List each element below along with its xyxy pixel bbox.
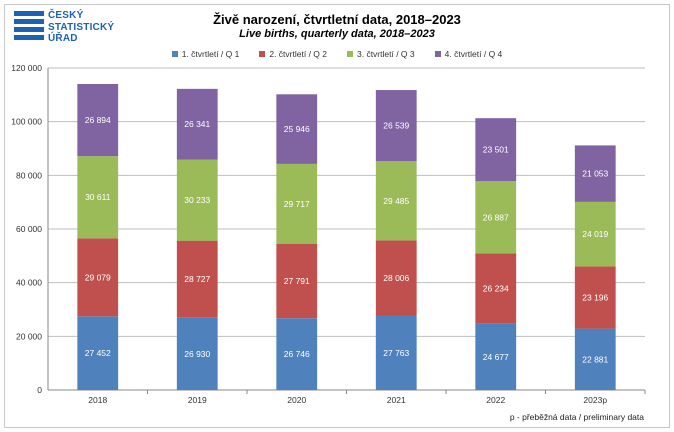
data-label: 21 053 (582, 169, 608, 179)
legend-swatch (171, 51, 178, 57)
bar-segment (475, 253, 517, 324)
bar-segment (77, 238, 119, 317)
data-label: 26 746 (284, 349, 310, 359)
legend-item-q1: 1. čtvrtletí / Q 1 (171, 49, 240, 59)
data-label: 22 881 (582, 354, 608, 364)
data-label: 27 452 (85, 348, 111, 358)
bar-segment (574, 201, 616, 267)
bar-segment (276, 94, 318, 164)
data-label: 28 006 (383, 273, 409, 283)
x-tick-label: 2021 (387, 395, 406, 405)
data-label: 29 079 (85, 272, 111, 282)
data-label: 24 019 (582, 229, 608, 239)
x-tick-label: 2020 (287, 395, 306, 405)
bar-segment (77, 316, 119, 390)
data-label: 24 677 (483, 352, 509, 362)
legend-item-q4: 4. čtvrtletí / Q 4 (434, 49, 503, 59)
bar-segment (176, 240, 218, 318)
logo-bar (14, 27, 44, 32)
logo-line: ÚŘAD (48, 33, 78, 44)
data-label: 26 894 (85, 115, 111, 125)
legend-label: 1. čtvrtletí / Q 1 (181, 49, 240, 59)
bar-segment (276, 318, 318, 390)
chart-subtitle: Live births, quarterly data, 2018–2023 (239, 28, 435, 40)
bar-segment (375, 90, 417, 162)
data-label: 26 341 (184, 119, 210, 129)
data-label: 23 196 (582, 292, 608, 302)
logo-bar (14, 11, 44, 16)
y-tick-label: 60 000 (16, 224, 42, 234)
data-label: 26 539 (383, 121, 409, 131)
data-label: 26 887 (483, 212, 509, 222)
bar-segment (276, 243, 318, 319)
data-label: 26 234 (483, 284, 509, 294)
data-label: 23 501 (483, 145, 509, 155)
data-label: 27 763 (383, 348, 409, 358)
legend-item-q2: 2. čtvrtletí / Q 2 (259, 49, 327, 59)
logo-line: STATISTICKÝ (48, 21, 115, 33)
x-tick-label: 2023p (583, 395, 607, 405)
footnote: p - přeběžná data / preliminary data (509, 412, 644, 422)
data-label: 29 717 (284, 199, 310, 209)
logo-mark (14, 11, 44, 43)
chart-title: Živě narození, čtvrtletní data, 2018–202… (213, 12, 461, 27)
data-label: 30 233 (184, 195, 210, 205)
bar-segment (77, 84, 119, 157)
bar-segment (276, 163, 318, 244)
legend-swatch (434, 51, 441, 57)
logo-line: ČESKÝ (48, 10, 84, 21)
bar-segment (475, 181, 517, 254)
legend-label: 4. čtvrtletí / Q 4 (444, 49, 503, 59)
data-label: 30 611 (85, 192, 111, 202)
logo-bar (14, 35, 44, 40)
chart-legend: 1. čtvrtletí / Q 1 2. čtvrtletí / Q 2 3.… (0, 49, 674, 59)
y-tick-label: 100 000 (11, 117, 42, 127)
y-tick-label: 120 000 (11, 63, 42, 73)
bar-segment (375, 161, 417, 241)
bar-segment (574, 328, 616, 390)
bar-segment (176, 317, 218, 390)
y-tick-label: 0 (37, 385, 42, 395)
bar-segment (475, 118, 517, 182)
legend-item-q3: 3. čtvrtletí / Q 3 (347, 49, 415, 59)
bar-segment (77, 156, 119, 239)
data-label: 29 485 (383, 196, 409, 206)
bar-segment (176, 88, 218, 160)
bar-segment (475, 323, 517, 390)
bar-segment (574, 266, 616, 329)
legend-swatch (347, 51, 353, 57)
legend-swatch (259, 51, 266, 57)
bar-segment (574, 145, 616, 202)
y-tick-label: 80 000 (16, 170, 42, 180)
bar-segment (176, 159, 218, 241)
legend-label: 2. čtvrtletí / Q 2 (269, 49, 327, 59)
data-label: 25 946 (284, 124, 310, 134)
x-tick-label: 2019 (188, 395, 207, 405)
legend-label: 3. čtvrtletí / Q 3 (357, 49, 415, 59)
y-tick-label: 40 000 (16, 278, 42, 288)
data-label: 28 727 (184, 274, 210, 284)
logo-bar (14, 19, 44, 24)
x-tick-label: 2018 (88, 395, 107, 405)
bar-segment (375, 315, 417, 390)
data-label: 27 791 (284, 276, 310, 286)
logo-text: ČESKÝ STATISTICKÝ ÚŘAD (48, 10, 114, 45)
y-tick-label: 20 000 (16, 331, 42, 341)
data-label: 26 930 (184, 349, 210, 359)
czso-logo: ČESKÝ STATISTICKÝ ÚŘAD (14, 10, 124, 46)
bar-segment (375, 240, 417, 316)
x-tick-label: 2022 (486, 395, 505, 405)
